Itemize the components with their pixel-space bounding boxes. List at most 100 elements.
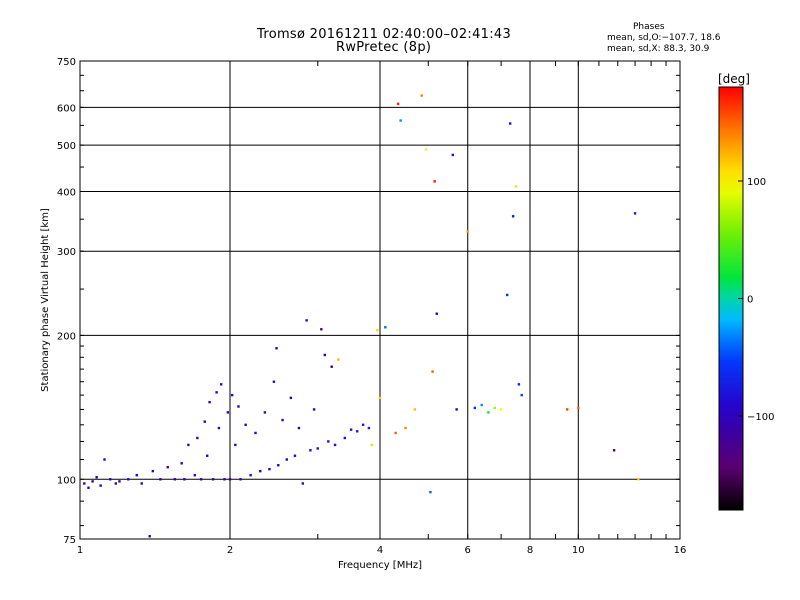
data-point [148,535,151,538]
y-tick-label: 200 [57,331,76,342]
data-point [281,418,284,422]
data-point [196,436,199,440]
data-point [565,408,569,411]
data-point [244,423,247,427]
data-point [297,426,301,430]
x-tick-label: 8 [527,545,533,556]
data-point [193,473,197,477]
data-point [183,478,186,481]
data-point [327,440,330,443]
data-point [205,454,209,457]
data-point [187,443,190,447]
data-point [109,478,112,481]
data-point [337,358,340,361]
y-tick-label: 300 [57,247,76,258]
data-point [394,431,397,435]
data-point [413,408,417,411]
x-axis-label: Frequency [MHz] [338,560,422,571]
y-tick-label: 400 [57,187,76,198]
data-point [259,469,262,473]
data-point [612,449,616,452]
data-point [424,148,428,151]
phase-stats-x: mean, sd,X: 88.3, 30.9 [607,44,710,54]
y-tick-label: 750 [57,57,76,68]
data-point [249,473,252,477]
data-point [114,482,118,485]
colorbar-tick-label: −100 [747,412,774,423]
data-point [215,391,218,394]
data-point [473,406,477,410]
data-point [433,180,436,183]
data-point [223,478,226,481]
data-point [431,370,434,373]
data-point [180,462,183,465]
data-point [508,122,512,125]
data-point [577,406,580,410]
data-point [451,153,455,157]
data-point [293,454,297,457]
data-point [330,365,333,368]
data-point [208,400,211,404]
data-point [499,408,503,411]
x-tick-label: 2 [227,545,233,556]
data-point [505,293,509,297]
data-point [219,383,223,386]
data-point [289,396,293,400]
data-point [239,478,242,481]
data-point [305,319,308,322]
data-point [493,406,497,410]
y-tick-label: 600 [57,103,76,114]
data-point [312,408,316,411]
data-point [361,423,365,427]
y-tick-label: 500 [57,141,76,152]
data-point [254,431,257,435]
data-point [455,408,458,411]
data-point [91,480,94,483]
data-point [203,420,206,423]
data-point [316,447,319,450]
colorbar-label: [deg] [718,72,750,86]
data-point [514,185,518,188]
data-point [378,396,382,400]
y-tick-label: 100 [57,475,76,486]
data-point [633,212,637,215]
data-point [376,329,379,332]
x-tick-label: 1 [77,545,83,556]
data-point [396,102,400,106]
data-point [517,383,521,386]
data-point [83,482,86,485]
data-point [399,119,402,122]
data-point [199,478,203,481]
colorbar-tick-label: 100 [747,177,766,188]
data-point [228,478,232,481]
data-point [237,405,240,408]
colorbar-tick-label: 0 [747,295,753,306]
y-tick-label: 75 [63,535,76,546]
data-point [323,353,327,357]
data-point [384,326,387,329]
data-point [127,478,130,481]
data-point [404,426,407,430]
data-point [435,312,438,315]
data-point [140,482,143,485]
data-point [285,458,288,461]
data-point [166,465,169,469]
data-point [275,347,278,350]
data-point [151,469,155,473]
data-point [230,393,234,397]
data-point [367,426,371,430]
data-point [272,380,276,383]
phase-stats-o: mean, sd,O:−107.7, 18.6 [607,33,721,43]
data-point [370,443,373,447]
data-point [511,215,515,218]
data-point [429,490,432,494]
data-point [103,458,106,461]
chart-subtitle: RwPretec (8p) [336,40,432,55]
phase-stats-heading: Phases [633,22,665,32]
chart-title: Tromsø 20161211 02:40:00–02:41:43 [257,27,512,42]
x-tick-label: 16 [674,545,687,556]
data-point [466,230,469,233]
data-point [333,443,337,447]
data-point [420,94,423,97]
